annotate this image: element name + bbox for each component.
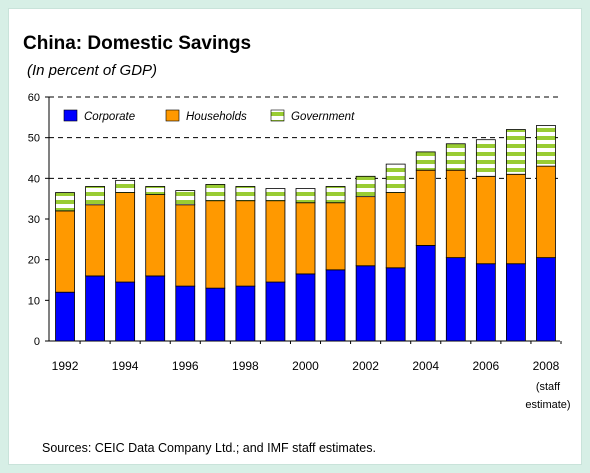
x-tick-label: 2000 <box>292 359 319 373</box>
bar-households-1992 <box>55 210 75 293</box>
bar-government-1992 <box>55 192 75 212</box>
bar-government-1993 <box>85 186 105 206</box>
bar-government-2007 <box>506 129 526 175</box>
bar-corporate-2005 <box>445 257 466 342</box>
chart-subtitle: (In percent of GDP) <box>27 62 158 79</box>
bar-corporate-2008 <box>536 257 556 342</box>
bar-households-1993 <box>85 204 105 277</box>
bar-corporate-2007 <box>506 263 526 342</box>
x-tick-label: 2004 <box>412 359 439 373</box>
bar-government-1996 <box>175 190 196 206</box>
bar-corporate-1995 <box>145 275 166 342</box>
bar-households-1998 <box>235 200 256 287</box>
bar-households-2003 <box>385 192 406 269</box>
bar-government-1995 <box>145 186 166 195</box>
bar-households-2008 <box>536 165 556 259</box>
x-tick-label: 2006 <box>473 359 500 373</box>
x-tick-label: 2002 <box>352 359 379 373</box>
source-note: Sources: CEIC Data Company Ltd.; and IMF… <box>42 441 376 455</box>
bar-corporate-1992 <box>55 291 75 342</box>
y-tick-label: 30 <box>28 214 40 226</box>
legend-swatch-households <box>165 109 180 122</box>
bar-government-2008 <box>536 125 556 167</box>
bar-households-2007 <box>506 173 526 265</box>
bar-government-1997 <box>205 184 226 202</box>
bar-government-1994 <box>115 179 136 193</box>
bar-corporate-1993 <box>85 275 105 342</box>
bar-government-2003 <box>385 163 406 193</box>
bar-corporate-2003 <box>385 267 406 342</box>
bar-corporate-2004 <box>415 245 436 342</box>
legend-label-households: Households <box>186 111 247 123</box>
bar-corporate-1997 <box>205 287 226 342</box>
x-tick-label: 1996 <box>172 359 199 373</box>
bar-government-2000 <box>295 188 316 204</box>
bar-government-2004 <box>415 151 436 171</box>
bar-corporate-1999 <box>265 281 286 342</box>
x-tick-note: (staff <box>536 381 561 393</box>
bar-government-2002 <box>355 175 376 198</box>
bar-households-2004 <box>415 169 436 246</box>
bar-government-2006 <box>475 139 496 177</box>
bar-government-2001 <box>325 186 346 204</box>
y-tick-label: 60 <box>28 92 40 104</box>
y-tick-label: 40 <box>28 173 40 185</box>
bar-households-2002 <box>355 196 376 267</box>
legend-label-government: Government <box>291 111 355 123</box>
bar-households-2006 <box>475 175 496 265</box>
y-tick-label: 10 <box>28 295 40 307</box>
bar-households-1999 <box>265 200 286 283</box>
bar-corporate-1998 <box>235 285 256 342</box>
bar-households-1997 <box>205 200 226 289</box>
x-tick-label: 2008 <box>533 359 560 373</box>
bar-corporate-2001 <box>325 269 346 342</box>
bar-households-1994 <box>115 192 136 283</box>
x-tick-note: estimate) <box>525 399 570 411</box>
bar-government-1998 <box>235 186 256 202</box>
bar-households-1995 <box>145 194 166 277</box>
bar-corporate-2006 <box>475 263 496 342</box>
bar-corporate-2002 <box>355 265 376 342</box>
bar-government-2005 <box>445 143 466 171</box>
chart-title: China: Domestic Savings <box>23 33 252 54</box>
bar-government-1999 <box>265 188 286 202</box>
bar-corporate-1996 <box>175 285 196 342</box>
y-tick-label: 50 <box>28 133 40 145</box>
x-tick-label: 1992 <box>52 359 79 373</box>
bar-households-2005 <box>445 169 466 259</box>
bar-households-1996 <box>175 204 196 287</box>
legend-label-corporate: Corporate <box>84 111 135 123</box>
y-tick-label: 20 <box>28 255 40 267</box>
legend-swatch-corporate <box>63 109 78 122</box>
bar-corporate-1994 <box>115 281 136 342</box>
bar-households-2001 <box>325 202 346 271</box>
bar-households-2000 <box>295 202 316 275</box>
x-tick-label: 1994 <box>112 359 139 373</box>
x-tick-label: 1998 <box>232 359 259 373</box>
y-tick-label: 0 <box>34 336 40 348</box>
legend-swatch-government <box>270 109 285 122</box>
bar-corporate-2000 <box>295 273 316 342</box>
